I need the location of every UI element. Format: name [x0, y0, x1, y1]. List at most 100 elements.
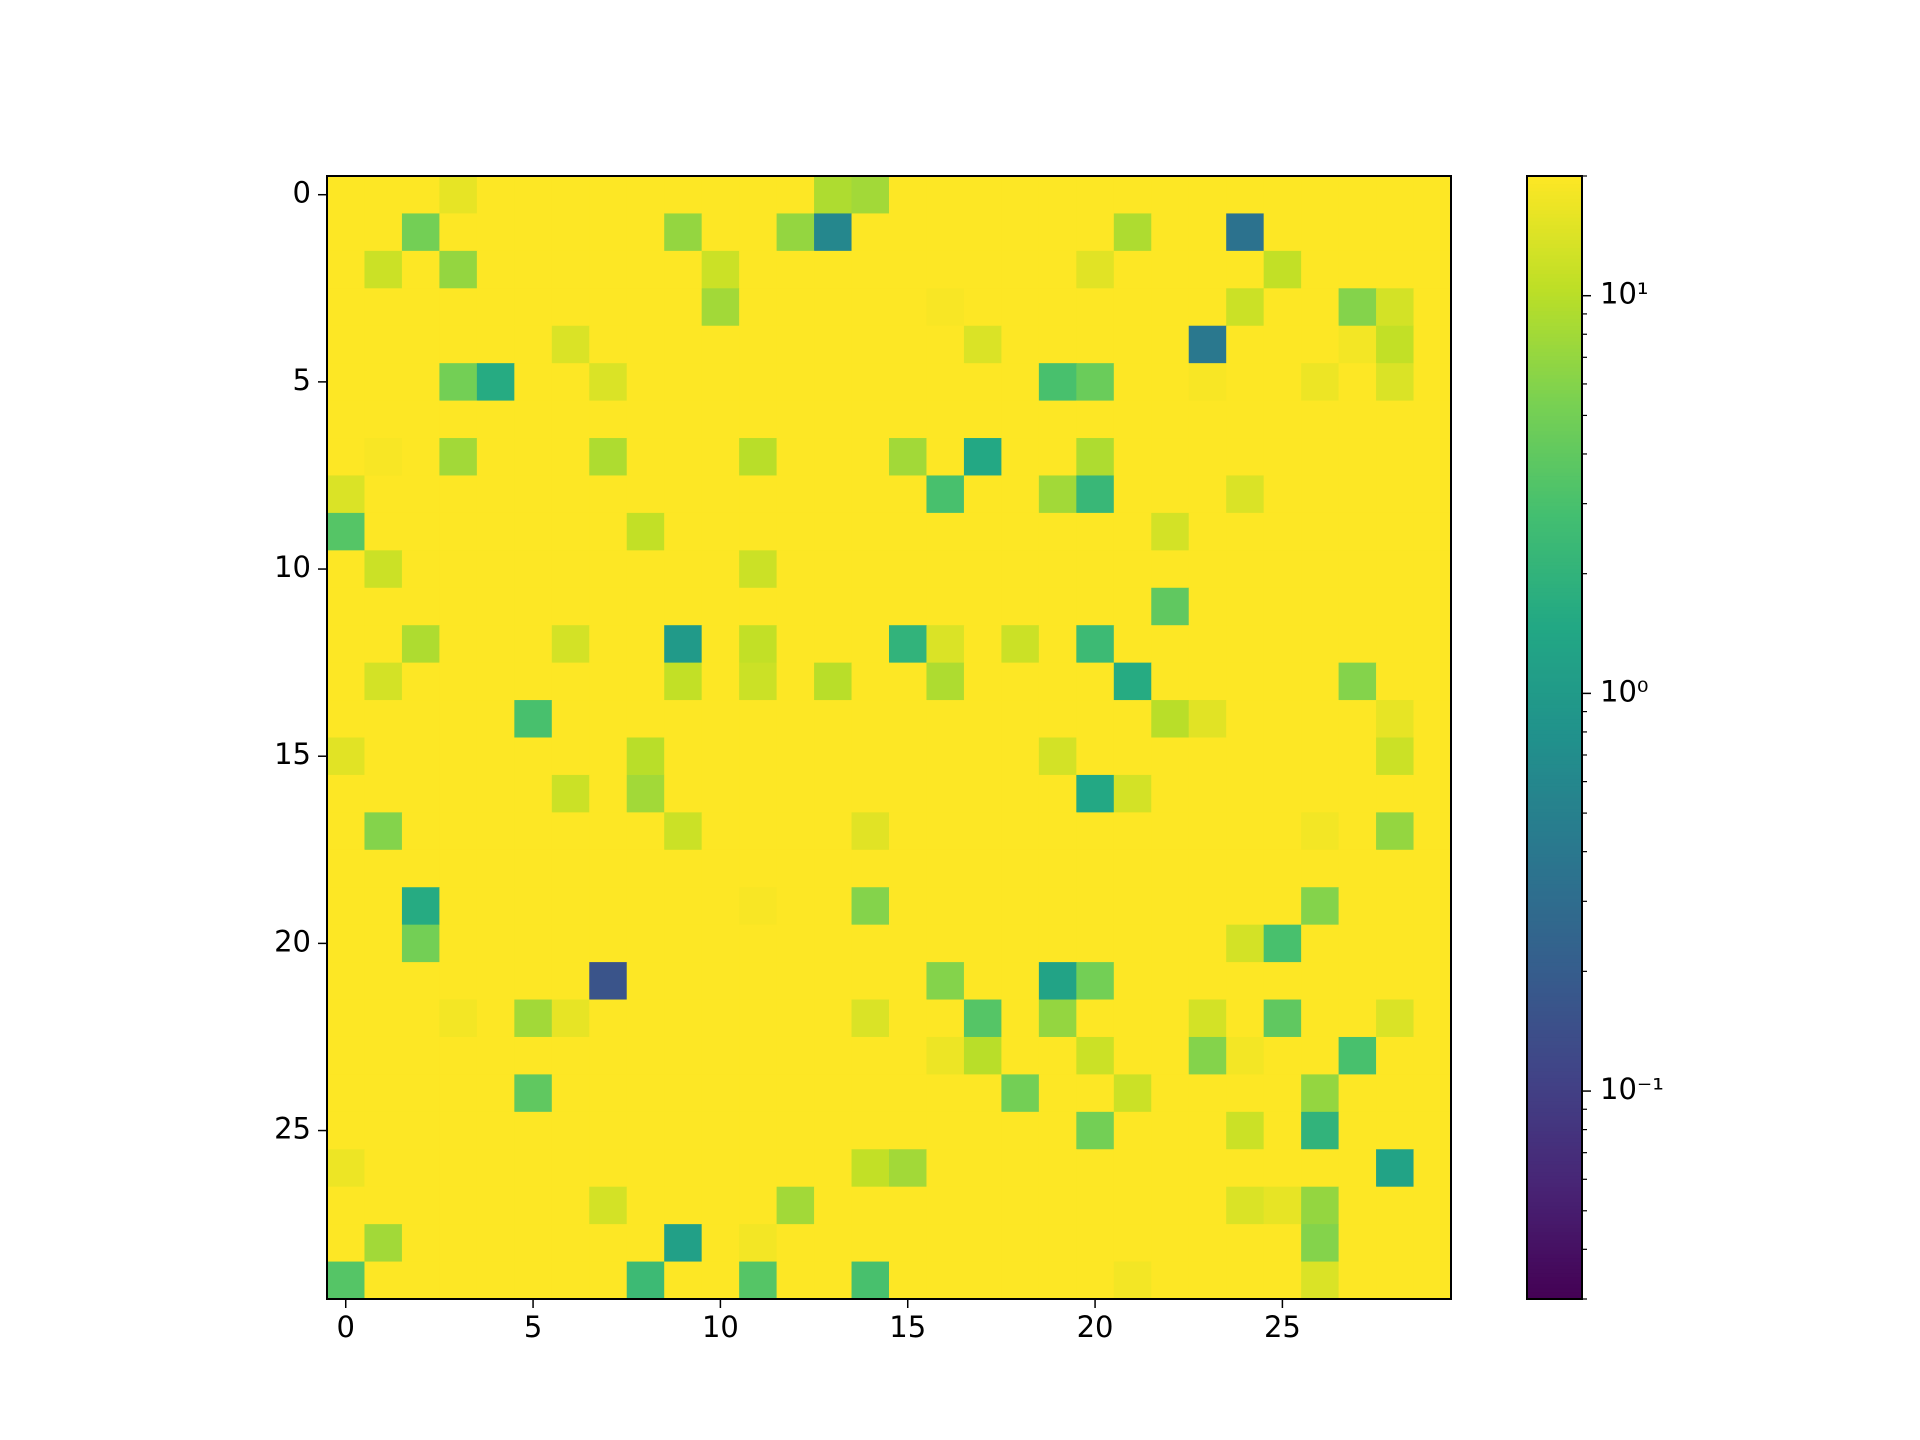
colorbar-slice: [1527, 520, 1582, 525]
heatmap-cell: [1338, 737, 1377, 776]
heatmap-cell: [1226, 325, 1265, 364]
heatmap-cell: [926, 438, 965, 476]
colorbar-slice: [1527, 179, 1582, 185]
heatmap-cell: [776, 288, 815, 327]
heatmap-cell: [1376, 887, 1415, 926]
colorbar-slice: [1527, 984, 1582, 989]
colorbar-slice: [1527, 666, 1582, 671]
heatmap-cell: [1113, 662, 1152, 701]
heatmap-cell: [626, 550, 665, 589]
heatmap-cell: [1188, 962, 1227, 1001]
heatmap-cell: [1076, 176, 1115, 214]
colorbar-slice: [1527, 636, 1582, 641]
heatmap-cell: [1076, 475, 1115, 514]
heatmap-cell: [1188, 550, 1227, 589]
heatmap-cell: [327, 550, 365, 589]
heatmap-cell: [1001, 625, 1040, 664]
heatmap-cell: [1113, 1261, 1152, 1300]
heatmap-cell: [476, 1224, 515, 1263]
heatmap-cell: [1001, 962, 1040, 1001]
heatmap-cell: [1301, 1036, 1340, 1075]
heatmap-cell: [851, 887, 890, 926]
heatmap-cell: [963, 625, 1002, 664]
heatmap-cell: [1188, 475, 1227, 514]
heatmap-cell: [1376, 1224, 1415, 1263]
heatmap-cell: [327, 962, 365, 1001]
heatmap-cell: [664, 737, 703, 776]
heatmap-cell: [551, 924, 590, 963]
heatmap-cell: [1376, 625, 1415, 664]
heatmap-cell: [1263, 400, 1302, 439]
heatmap-cell: [1001, 887, 1040, 926]
colorbar-slice: [1527, 333, 1582, 338]
heatmap-cell: [851, 1111, 890, 1150]
colorbar-slice: [1527, 348, 1582, 353]
heatmap-cell: [1038, 662, 1077, 701]
heatmap-cell: [439, 700, 478, 738]
heatmap-cell: [1226, 1036, 1265, 1075]
heatmap-cell: [514, 1186, 553, 1225]
heatmap-cell: [701, 1074, 740, 1113]
colorbar-slice: [1527, 1130, 1582, 1135]
colorbar-slice: [1527, 1104, 1582, 1109]
colorbar-slice: [1527, 415, 1582, 420]
colorbar-slice: [1527, 793, 1582, 798]
colorbar-slice: [1527, 580, 1582, 585]
colorbar-slice: [1527, 767, 1582, 772]
heatmap-cell: [1113, 924, 1152, 963]
colorbar-slice: [1527, 572, 1582, 578]
heatmap-cell: [814, 325, 853, 364]
colorbar-slice: [1527, 591, 1582, 596]
colorbar-slice: [1527, 602, 1582, 608]
heatmap-cell: [814, 812, 853, 851]
heatmap-cell: [814, 625, 853, 664]
colorbar-slice: [1527, 400, 1582, 405]
colorbar-slice: [1527, 782, 1582, 787]
colorbar-slice: [1527, 217, 1582, 222]
heatmap-cell: [1263, 550, 1302, 589]
heatmap-cell: [1301, 176, 1340, 214]
heatmap-cell: [701, 774, 740, 813]
colorbar-slice: [1527, 239, 1582, 244]
heatmap-cell: [514, 363, 553, 402]
heatmap-cell: [626, 213, 665, 252]
heatmap-cell: [814, 1149, 853, 1188]
heatmap-cell: [327, 887, 365, 926]
colorbar-slice: [1527, 1138, 1582, 1143]
heatmap-cell: [1113, 962, 1152, 1001]
heatmap-cell: [1263, 662, 1302, 701]
colorbar-slice: [1527, 370, 1582, 375]
heatmap-cell: [851, 325, 890, 364]
colorbar-slice: [1527, 924, 1582, 930]
colorbar-slice: [1527, 1055, 1582, 1061]
heatmap-cell: [626, 176, 665, 214]
heatmap-cell: [626, 625, 665, 664]
heatmap-cell: [364, 625, 403, 664]
heatmap-cell: [364, 812, 403, 851]
colorbar-slice: [1527, 467, 1582, 473]
colorbar-slice: [1527, 209, 1582, 215]
heatmap-cell: [439, 924, 478, 963]
heatmap-cell: [401, 400, 440, 439]
colorbar-slice: [1527, 658, 1582, 664]
colorbar-slice: [1527, 1201, 1582, 1207]
colorbar-slice: [1527, 254, 1582, 259]
colorbar-slice: [1527, 831, 1582, 836]
colorbar-slice: [1527, 1246, 1582, 1251]
heatmap-cell: [1413, 1261, 1452, 1300]
heatmap-cell: [963, 887, 1002, 926]
colorbar-slice: [1527, 411, 1582, 417]
heatmap-cell: [1188, 774, 1227, 813]
heatmap-cell: [327, 325, 365, 364]
heatmap-cell: [1188, 1111, 1227, 1150]
heatmap-cell: [664, 213, 703, 252]
heatmap-cell: [776, 475, 815, 514]
heatmap-cell: [327, 737, 365, 776]
heatmap-cell: [1376, 475, 1415, 514]
heatmap-cell: [889, 512, 927, 551]
heatmap-cell: [476, 1261, 515, 1300]
colorbar-slice: [1527, 864, 1582, 870]
heatmap-cell: [1413, 512, 1452, 551]
heatmap-cell: [1301, 924, 1340, 963]
heatmap-cell: [364, 700, 403, 738]
